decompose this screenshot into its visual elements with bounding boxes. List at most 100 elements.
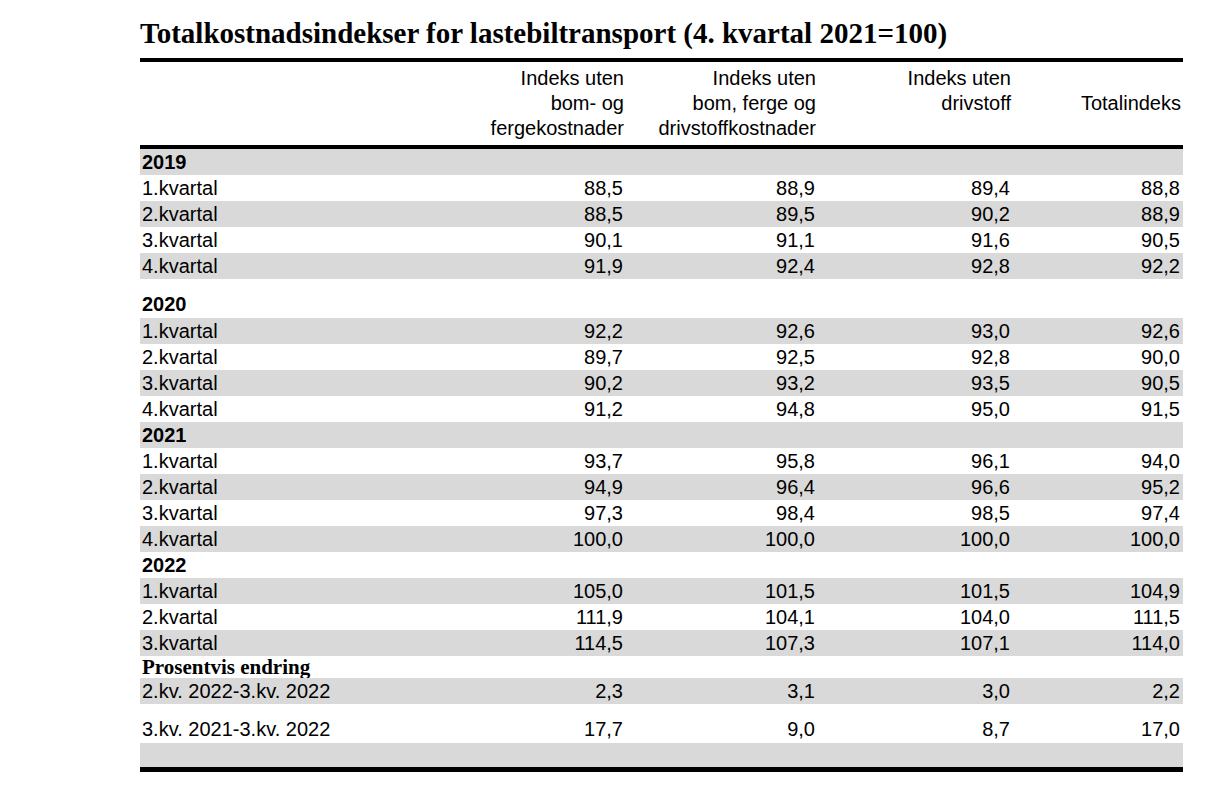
value-cell: 104,9 [1013, 578, 1183, 604]
year-row-2019: 2019 [140, 147, 1183, 175]
section-header-row: Prosentvis endring [140, 656, 1183, 678]
table-row: 3.kvartal 90,1 91,1 91,6 90,5 [140, 227, 1183, 253]
value-cell: 93,5 [818, 370, 1013, 396]
value-cell: 3,0 [818, 678, 1013, 704]
value-cell [470, 552, 626, 578]
table-row: 4.kvartal 91,2 94,8 95,0 91,5 [140, 396, 1183, 422]
table-row: 2.kvartal 89,7 92,5 92,8 90,0 [140, 344, 1183, 370]
value-cell [1013, 279, 1183, 318]
value-cell [1013, 552, 1183, 578]
value-cell: 92,2 [1013, 253, 1183, 279]
row-label: 4.kvartal [140, 253, 470, 279]
value-cell: 88,5 [470, 201, 626, 227]
page-title: Totalkostnadsindekser for lastebiltransp… [140, 16, 1183, 62]
value-cell [626, 279, 818, 318]
value-cell: 96,4 [626, 474, 818, 500]
value-cell: 96,1 [818, 448, 1013, 474]
value-cell: 111,9 [470, 604, 626, 630]
value-cell [470, 743, 626, 770]
value-cell: 89,5 [626, 201, 818, 227]
value-cell: 90,2 [818, 201, 1013, 227]
header-row: Indeks uten bom- og fergekostnader Indek… [140, 62, 1183, 147]
value-cell: 94,0 [1013, 448, 1183, 474]
value-cell: 93,7 [470, 448, 626, 474]
value-cell [818, 743, 1013, 770]
value-cell: 97,4 [1013, 500, 1183, 526]
cost-index-table: Indeks uten bom- og fergekostnader Indek… [140, 62, 1183, 772]
value-cell: 92,6 [626, 318, 818, 344]
value-cell [626, 743, 818, 770]
row-label: 2.kv. 2022-3.kv. 2022 [140, 678, 470, 704]
row-label: 3.kvartal [140, 227, 470, 253]
value-cell: 111,5 [1013, 604, 1183, 630]
value-cell: 104,0 [818, 604, 1013, 630]
value-cell: 98,5 [818, 500, 1013, 526]
value-cell: 107,3 [626, 630, 818, 656]
value-cell: 100,0 [818, 526, 1013, 552]
value-cell: 94,9 [470, 474, 626, 500]
table-row: 3.kvartal 97,3 98,4 98,5 97,4 [140, 500, 1183, 526]
value-cell: 114,0 [1013, 630, 1183, 656]
row-label: 1.kvartal [140, 175, 470, 201]
table-body: 2019 1.kvartal 88,5 88,9 89,4 88,8 2.kva… [140, 147, 1183, 770]
year-label: 2020 [140, 279, 470, 318]
table-row: 2.kvartal 111,9 104,1 104,0 111,5 [140, 604, 1183, 630]
value-cell: 92,4 [626, 253, 818, 279]
table-row: 3.kv. 2021-3.kv. 2022 17,7 9,0 8,7 17,0 [140, 704, 1183, 743]
value-cell: 17,7 [470, 704, 626, 743]
row-label: 2.kvartal [140, 604, 470, 630]
year-label: 2021 [140, 422, 470, 448]
year-row-2020: 2020 [140, 279, 1183, 318]
value-cell: 2,3 [470, 678, 626, 704]
row-label: 2.kvartal [140, 474, 470, 500]
value-cell: 91,6 [818, 227, 1013, 253]
value-cell: 101,5 [818, 578, 1013, 604]
value-cell: 89,7 [470, 344, 626, 370]
row-label: 4.kvartal [140, 396, 470, 422]
value-cell [1013, 656, 1183, 678]
value-cell [626, 552, 818, 578]
row-label: 2.kvartal [140, 201, 470, 227]
value-cell: 105,0 [470, 578, 626, 604]
value-cell [818, 279, 1013, 318]
row-label: 3.kv. 2021-3.kv. 2022 [140, 704, 470, 743]
header-row-label-spacer [140, 62, 470, 147]
value-cell: 92,8 [818, 344, 1013, 370]
value-cell: 88,8 [1013, 175, 1183, 201]
column-header-index-excl-toll-ferry: Indeks uten bom- og fergekostnader [470, 62, 626, 147]
row-label: 1.kvartal [140, 318, 470, 344]
row-label: 1.kvartal [140, 578, 470, 604]
value-cell: 93,0 [818, 318, 1013, 344]
value-cell: 104,1 [626, 604, 818, 630]
value-cell: 90,2 [470, 370, 626, 396]
value-cell: 92,5 [626, 344, 818, 370]
value-cell: 101,5 [626, 578, 818, 604]
table-row: 3.kvartal 114,5 107,3 107,1 114,0 [140, 630, 1183, 656]
value-cell: 88,5 [470, 175, 626, 201]
value-cell: 88,9 [1013, 201, 1183, 227]
value-cell: 3,1 [626, 678, 818, 704]
value-cell [1013, 743, 1183, 770]
year-row-2021: 2021 [140, 422, 1183, 448]
value-cell: 90,5 [1013, 370, 1183, 396]
value-cell: 92,6 [1013, 318, 1183, 344]
value-cell: 100,0 [1013, 526, 1183, 552]
row-label: 3.kvartal [140, 500, 470, 526]
table-row: 1.kvartal 105,0 101,5 101,5 104,9 [140, 578, 1183, 604]
row-label: 1.kvartal [140, 448, 470, 474]
column-header-total-index: Totalindeks [1013, 62, 1183, 147]
empty-footer-row [140, 743, 1183, 770]
value-cell [818, 656, 1013, 678]
table-row: 3.kvartal 90,2 93,2 93,5 90,5 [140, 370, 1183, 396]
value-cell: 91,5 [1013, 396, 1183, 422]
value-cell: 95,2 [1013, 474, 1183, 500]
table-row: 1.kvartal 92,2 92,6 93,0 92,6 [140, 318, 1183, 344]
table-row: 4.kvartal 91,9 92,4 92,8 92,2 [140, 253, 1183, 279]
statistics-table-sheet: Totalkostnadsindekser for lastebiltransp… [140, 16, 1183, 772]
row-label: 2.kvartal [140, 344, 470, 370]
section-header-label: Prosentvis endring [140, 656, 470, 678]
row-label: 4.kvartal [140, 526, 470, 552]
value-cell [818, 422, 1013, 448]
table-row: 2.kvartal 88,5 89,5 90,2 88,9 [140, 201, 1183, 227]
value-cell: 98,4 [626, 500, 818, 526]
